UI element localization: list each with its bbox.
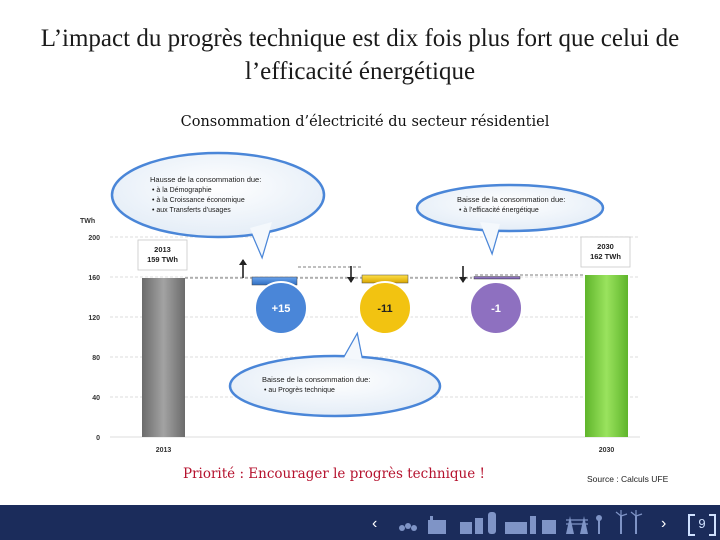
callout-heading: Baisse de la consommation due: (457, 195, 565, 204)
delta-label-1: +15 (272, 303, 291, 315)
callout-item: • à l’efficacité énergétique (459, 207, 539, 214)
next-slide-button[interactable]: › (661, 515, 667, 532)
priority-statement: Priorité : Encourager le progrès techniq… (183, 466, 485, 482)
total-label-box (137, 239, 188, 271)
callout-tail-fill (344, 335, 362, 360)
y-axis-label: TWh (80, 218, 95, 225)
page-number: 9 (686, 514, 718, 536)
callout-bubble-1 (110, 151, 326, 239)
source-note: Source : Calculs UFE (587, 474, 669, 484)
bar-total-2030 (585, 275, 628, 437)
arrow-down-icon (347, 277, 355, 283)
slide-title: L’impact du progrès technique est dix fo… (40, 25, 680, 85)
y-tick-label: 80 (92, 355, 100, 362)
total-label-value: 159 TWh (147, 255, 178, 264)
callout-heading: Hausse de la consommation due: (150, 175, 261, 184)
y-tick-label: 0 (96, 435, 100, 442)
callout-tail-fill (250, 222, 272, 256)
x-tick-label: 2030 (599, 447, 615, 454)
delta-circle-1 (254, 281, 308, 335)
callout-tail-fill (480, 222, 500, 252)
callout-item: • aux Transferts d’usages (152, 207, 231, 214)
delta-label-3: -1 (491, 303, 501, 315)
previous-slide-button[interactable]: ‹ (372, 515, 378, 532)
y-tick-label: 200 (88, 235, 100, 242)
y-tick-label: 40 (92, 395, 100, 402)
callout-layer: Hausse de la consommation due: • à la Dém… (110, 151, 605, 418)
callout-bubble-2 (415, 183, 605, 233)
total-label-value: 162 TWh (590, 252, 621, 261)
energy-landscape-icon (399, 510, 643, 534)
total-label-year: 2030 (597, 242, 614, 251)
total-label-year: 2013 (154, 245, 171, 254)
arrow-down-icon (459, 277, 467, 283)
callout-bubble-3 (228, 354, 442, 418)
delta-label-2: -11 (377, 303, 392, 315)
y-tick-label: 120 (88, 315, 100, 322)
bar-total-2013 (142, 278, 185, 437)
y-tick-label: 160 (88, 275, 100, 282)
delta-circle-3 (469, 281, 523, 335)
callout-item: • au Progrès technique (264, 387, 335, 394)
chart-title: Consommation d’électricité du secteur ré… (180, 114, 550, 130)
delta-circle-2 (358, 281, 412, 335)
callout-item: • à la Démographie (152, 187, 212, 194)
x-tick-label: 2013 (156, 447, 172, 454)
arrow-up-icon (239, 259, 247, 265)
bar-delta-3 (473, 276, 521, 280)
callout-heading: Baisse de la consommation due: (262, 375, 370, 384)
callout-item: • à la Croissance économique (152, 197, 245, 204)
total-label-box (580, 236, 631, 268)
